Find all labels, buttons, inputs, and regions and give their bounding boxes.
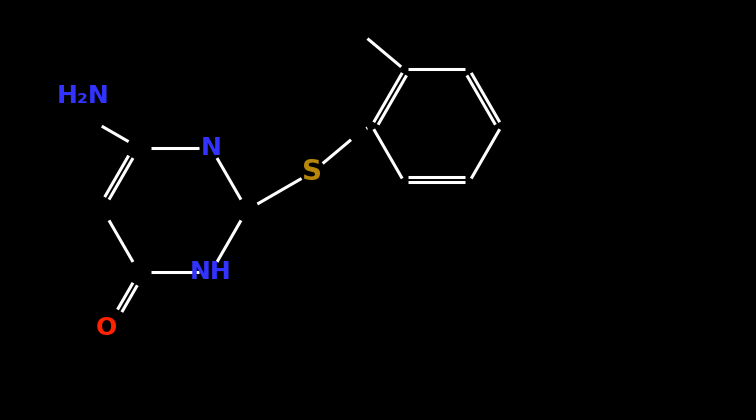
Text: H₂N: H₂N [57, 84, 110, 108]
Text: NH: NH [190, 260, 232, 284]
Text: O: O [96, 316, 117, 340]
Text: S: S [302, 158, 322, 186]
Text: N: N [200, 136, 222, 160]
